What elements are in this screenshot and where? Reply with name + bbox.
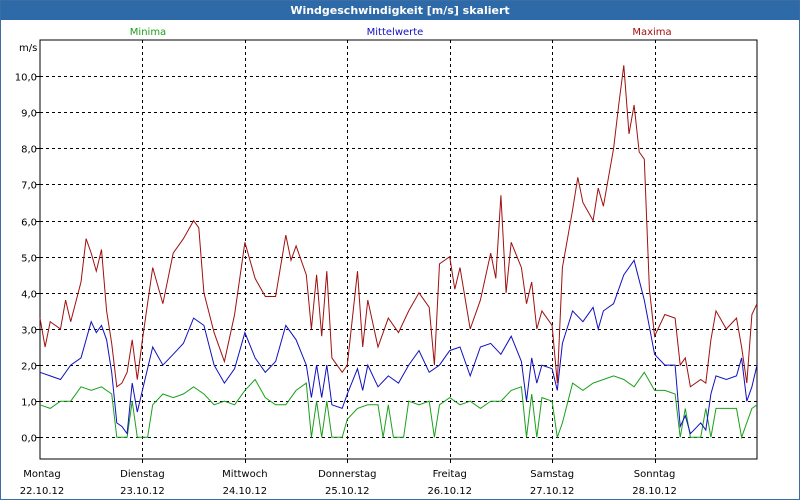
y-tick-label: 5,0 <box>21 254 37 265</box>
x-tick-date-label: 22.10.12 <box>20 486 65 497</box>
x-tick-day-label: Freitag <box>433 469 467 480</box>
x-tick-date-label: 26.10.12 <box>427 486 472 497</box>
x-tick-day-label: Dienstag <box>120 469 165 480</box>
y-tick-label: 7,0 <box>21 181 37 192</box>
x-tick-day-label: Sonntag <box>634 469 676 480</box>
y-tick-label: 10,0 <box>15 73 37 84</box>
x-tick-date-label: 27.10.12 <box>530 486 575 497</box>
legend-entry-mittelwerte: Mittelwerte <box>367 27 424 38</box>
y-axis-label: m/s <box>19 43 37 54</box>
y-tick-label: 4,0 <box>21 290 37 301</box>
y-tick-label: 0,0 <box>21 434 37 445</box>
y-tick-labels: 0,0 1,0 2,0 3,0 4,0 5,0 6,0 7,0 8,0 9,0 10,0 <box>15 73 37 445</box>
y-tick-label: 2,0 <box>21 362 37 373</box>
series-line-mittelwerte <box>39 259 758 436</box>
series-layer <box>39 65 758 440</box>
legend-entry-minima: Minima <box>130 27 166 38</box>
x-tick-day-label: Mittwoch <box>222 469 267 480</box>
x-tick-date-label: 25.10.12 <box>325 486 370 497</box>
x-tick-labels: Montag 22.10.12 Dienstag 23.10.12 Mittwoch 24… <box>20 469 677 497</box>
series-line-minima <box>39 371 758 440</box>
x-tick-date-label: 28.10.12 <box>632 486 677 497</box>
x-tick-date-label: 24.10.12 <box>223 486 268 497</box>
plot-area <box>39 39 758 460</box>
y-tick-label: 3,0 <box>21 326 37 337</box>
x-tick-day-label: Donnerstag <box>318 469 376 480</box>
x-tick-day-label: Samstag <box>530 469 574 480</box>
y-tick-label: 6,0 <box>21 218 37 229</box>
legend-entry-maxima: Maxima <box>632 27 671 38</box>
y-tick-label: 1,0 <box>21 398 37 409</box>
series-line-maxima <box>39 65 758 388</box>
chart-title: Windgeschwindigkeit [m/s] skaliert <box>1 1 799 20</box>
x-tick-day-label: Montag <box>23 469 60 480</box>
y-tick-label: 8,0 <box>21 145 37 156</box>
x-tick-date-label: 23.10.12 <box>120 486 165 497</box>
legend: Minima Mittelwerte Maxima <box>130 27 672 38</box>
y-tick-label: 9,0 <box>21 109 37 120</box>
